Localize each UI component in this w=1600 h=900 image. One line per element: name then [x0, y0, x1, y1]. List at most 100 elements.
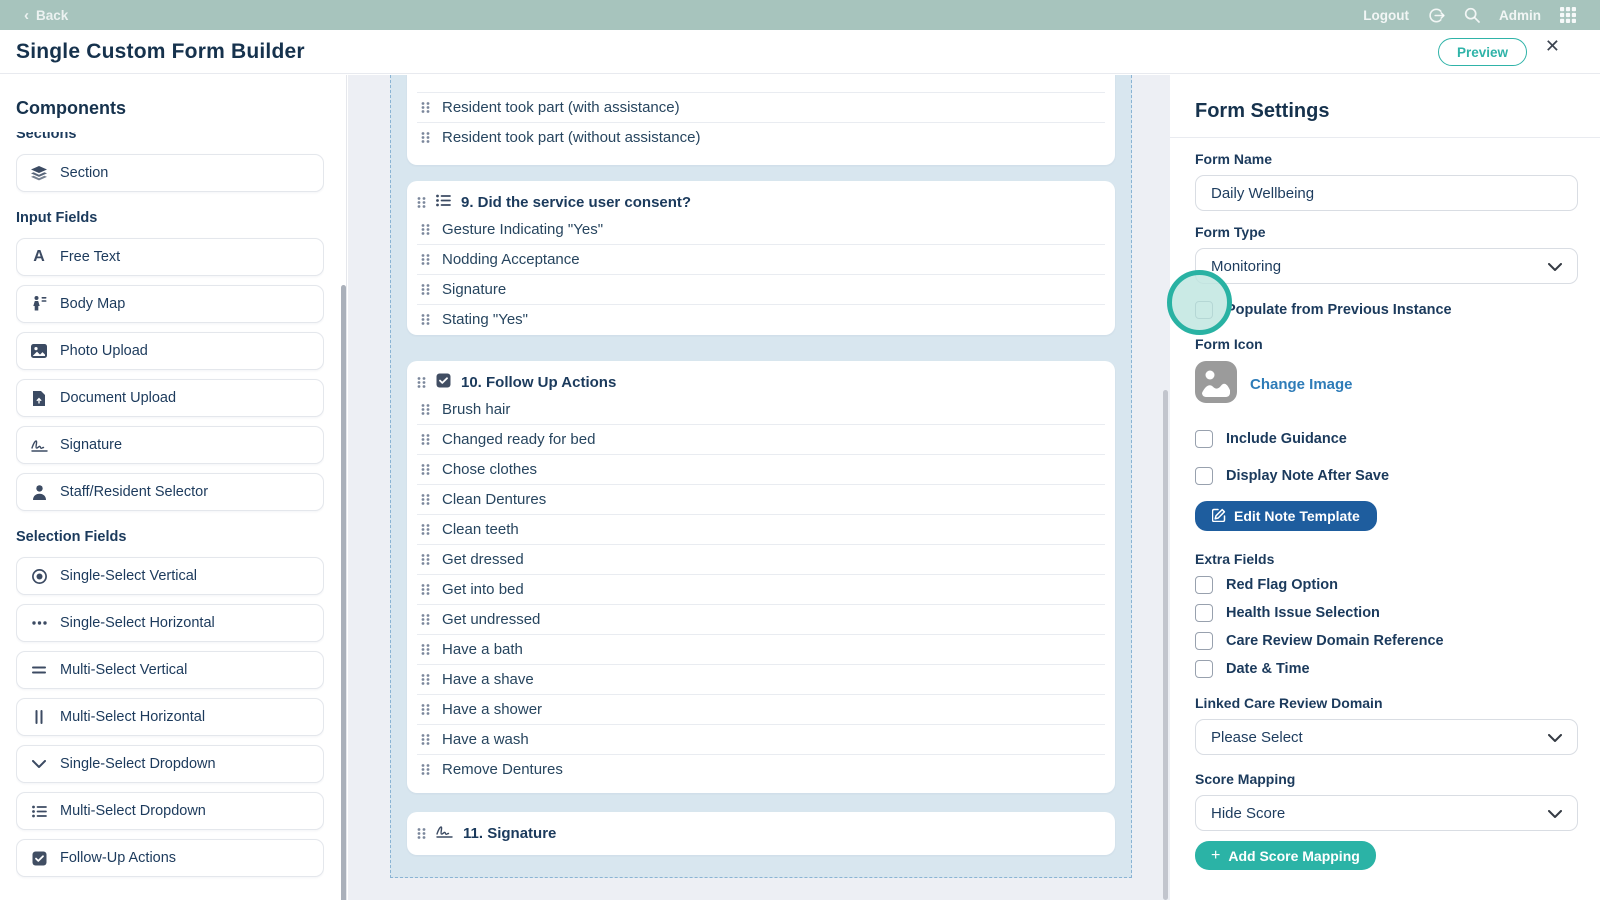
drag-handle-icon[interactable] — [421, 703, 430, 716]
drag-handle-icon[interactable] — [421, 673, 430, 686]
drag-handle-icon[interactable] — [421, 763, 430, 776]
canvas-item-row[interactable]: Clean teeth — [411, 515, 1111, 544]
drag-handle-icon[interactable] — [421, 131, 430, 144]
canvas-item-row[interactable]: Nodding Acceptance — [411, 245, 1111, 274]
component-label: Multi-Select Horizontal — [60, 709, 206, 725]
add-score-mapping-label: Add Score Mapping — [1228, 847, 1360, 864]
canvas-item-row[interactable]: Signature — [411, 275, 1111, 304]
component-signature[interactable]: Signature — [16, 426, 324, 464]
linked-domain-select[interactable]: Please Select — [1195, 719, 1578, 755]
canvas-item-row[interactable]: Brush hair — [411, 395, 1111, 424]
drag-handle-icon[interactable] — [421, 553, 430, 566]
back-label: Back — [36, 7, 69, 23]
component-single-select-vertical[interactable]: Single-Select Vertical — [16, 557, 324, 595]
care-review-reference-checkbox[interactable] — [1195, 632, 1213, 650]
drag-handle-icon[interactable] — [421, 403, 430, 416]
linked-domain-value: Please Select — [1211, 728, 1303, 746]
component-photo-upload[interactable]: Photo Upload — [16, 332, 324, 370]
apps-grid-icon[interactable] — [1560, 7, 1576, 23]
component-body-map[interactable]: Body Map — [16, 285, 324, 323]
drag-handle-icon[interactable] — [421, 463, 430, 476]
chevron-left-icon: ‹ — [24, 6, 29, 24]
option-label: Nodding Acceptance — [442, 251, 580, 268]
component-follow-up-actions[interactable]: Follow-Up Actions — [16, 839, 324, 877]
drag-handle-icon[interactable] — [421, 733, 430, 746]
include-guidance-row: Include Guidance — [1195, 430, 1578, 448]
component-label: Single-Select Vertical — [60, 568, 198, 584]
red-flag-checkbox[interactable] — [1195, 576, 1213, 594]
option-label: Chose clothes — [442, 461, 538, 478]
canvas-item-row[interactable]: Changed ready for bed — [411, 425, 1111, 454]
drag-handle-icon[interactable] — [421, 223, 430, 236]
change-image-link[interactable]: Change Image — [1250, 376, 1353, 393]
care-review-reference-label: Care Review Domain Reference — [1226, 633, 1444, 649]
canvas-scrollbar[interactable] — [1163, 390, 1168, 900]
canvas-item-row[interactable]: Chose clothes — [411, 455, 1111, 484]
drag-handle-icon[interactable] — [421, 493, 430, 506]
canvas-item-row[interactable]: Have a bath — [411, 635, 1111, 664]
bars-horizontal-icon — [30, 666, 48, 674]
score-mapping-value: Hide Score — [1211, 804, 1286, 822]
form-card-question-9: 9. Did the service user consent? Gesture… — [407, 181, 1115, 335]
component-single-select-horizontal[interactable]: Single-Select Horizontal — [16, 604, 324, 642]
option-label: Get dressed — [442, 551, 524, 568]
canvas-item-row[interactable]: Get dressed — [411, 545, 1111, 574]
component-single-select-dropdown[interactable]: Single-Select Dropdown — [16, 745, 324, 783]
card-header[interactable]: 9. Did the service user consent? — [411, 192, 1111, 213]
linked-domain-label: Linked Care Review Domain — [1195, 695, 1383, 711]
component-section[interactable]: Section — [16, 154, 324, 192]
canvas-item-row[interactable]: Stating "Yes" — [411, 305, 1111, 334]
drag-handle-icon[interactable] — [417, 196, 426, 209]
canvas-item-row[interactable]: Resident took part (without assistance) — [411, 123, 1111, 152]
component-label: Signature — [60, 437, 123, 453]
component-multi-select-dropdown[interactable]: Multi-Select Dropdown — [16, 792, 324, 830]
component-multi-select-vertical[interactable]: Multi-Select Vertical — [16, 651, 324, 689]
drag-handle-icon[interactable] — [421, 523, 430, 536]
back-button[interactable]: ‹ Back — [24, 8, 68, 23]
drag-handle-icon[interactable] — [417, 827, 426, 840]
canvas-item-row[interactable]: Have a shave — [411, 665, 1111, 694]
card-header[interactable]: 10. Follow Up Actions — [411, 372, 1111, 393]
component-free-text[interactable]: A Free Text — [16, 238, 324, 276]
drag-handle-icon[interactable] — [421, 583, 430, 596]
drag-handle-icon[interactable] — [421, 283, 430, 296]
preview-button[interactable]: Preview — [1437, 38, 1527, 66]
search-icon[interactable] — [1464, 7, 1480, 23]
canvas-item-row[interactable]: Clean Dentures — [411, 485, 1111, 514]
drag-handle-icon[interactable] — [421, 101, 430, 114]
canvas-item-row[interactable]: Get into bed — [411, 575, 1111, 604]
health-issue-checkbox[interactable] — [1195, 604, 1213, 622]
form-name-input[interactable] — [1195, 175, 1578, 211]
canvas-item-row[interactable]: Have a shower — [411, 695, 1111, 724]
close-icon[interactable]: ✕ — [1544, 36, 1560, 56]
drag-handle-icon[interactable] — [421, 253, 430, 266]
canvas-item-row[interactable]: Resident took part (with assistance) — [411, 93, 1111, 122]
divider — [417, 122, 1105, 123]
canvas-item-row[interactable]: Gesture Indicating "Yes" — [411, 215, 1111, 244]
plus-icon: + — [1211, 846, 1221, 864]
date-time-checkbox[interactable] — [1195, 660, 1213, 678]
edit-note-template-button[interactable]: Edit Note Template — [1195, 501, 1377, 531]
component-staff-resident-selector[interactable]: Staff/Resident Selector — [16, 473, 324, 511]
canvas-item-row[interactable]: Have a wash — [411, 725, 1111, 754]
display-note-checkbox[interactable] — [1195, 467, 1213, 485]
drag-handle-icon[interactable] — [421, 433, 430, 446]
logout-link[interactable]: Logout — [1363, 7, 1409, 23]
card-header[interactable]: 11. Signature — [411, 823, 1111, 844]
logout-icon[interactable] — [1428, 7, 1445, 24]
admin-menu[interactable]: Admin — [1499, 7, 1541, 23]
sidebar-scrollbar[interactable] — [341, 285, 346, 900]
component-multi-select-horizontal[interactable]: Multi-Select Horizontal — [16, 698, 324, 736]
drag-handle-icon[interactable] — [421, 613, 430, 626]
score-mapping-select[interactable]: Hide Score — [1195, 795, 1578, 831]
drag-handle-icon[interactable] — [417, 376, 426, 389]
canvas-item-row[interactable]: Remove Dentures — [411, 755, 1111, 784]
populate-previous-checkbox[interactable] — [1195, 301, 1213, 319]
canvas-item-row[interactable]: Get undressed — [411, 605, 1111, 634]
drag-handle-icon[interactable] — [421, 313, 430, 326]
add-score-mapping-button[interactable]: + Add Score Mapping — [1195, 841, 1376, 870]
include-guidance-checkbox[interactable] — [1195, 430, 1213, 448]
drag-handle-icon[interactable] — [421, 643, 430, 656]
component-document-upload[interactable]: Document Upload — [16, 379, 324, 417]
form-type-select[interactable]: Monitoring — [1195, 248, 1578, 284]
